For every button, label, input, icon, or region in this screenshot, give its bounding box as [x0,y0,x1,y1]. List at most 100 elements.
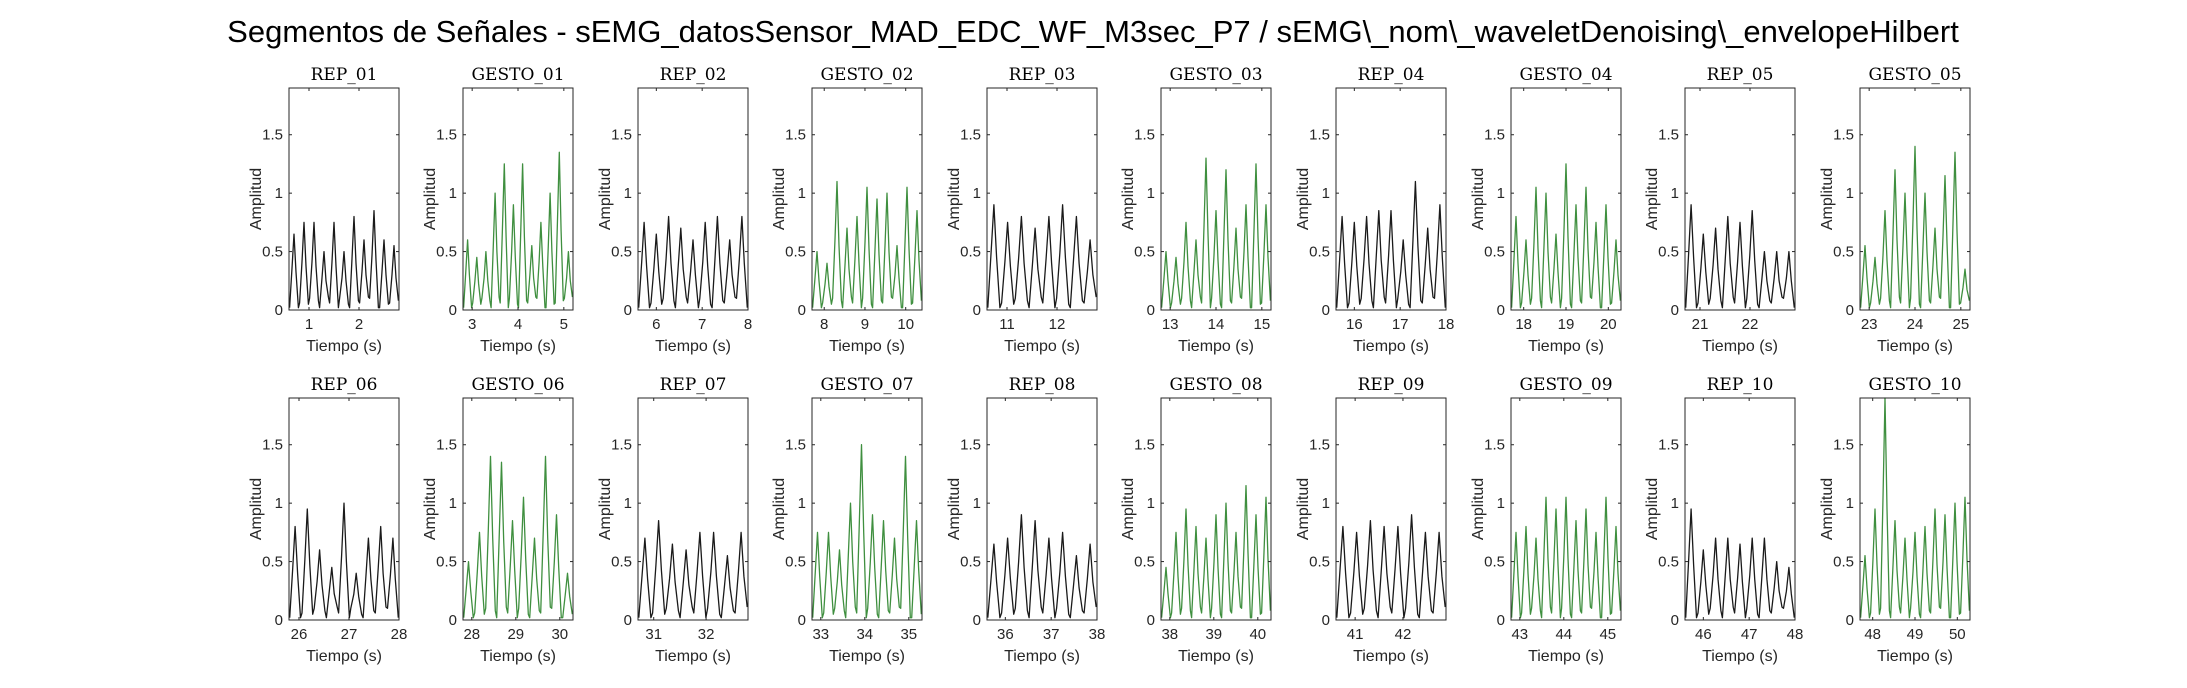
y-tick-label: 0.5 [785,554,806,571]
x-tick-label: 34 [856,626,873,643]
x-tick-label: 10 [897,316,914,333]
x-axis-label: Tiempo (s) [829,648,905,665]
chart-panel: REP_10 0 0.5 1 1.5 46 47 48 Tiempo (s) Amplitud [1644,375,1803,665]
chart-panel: REP_01 0 0.5 1 1.5 1 2 Tiempo (s) Amplitud [248,65,400,355]
signal-line [462,151,574,309]
y-tick-label: 1 [1671,495,1679,512]
y-tick-label: 1 [449,495,457,512]
y-tick-label: 0 [798,302,806,319]
x-tick-label: 7 [698,316,706,333]
x-tick-label: 11 [999,316,1015,333]
y-tick-label: 0 [973,612,981,629]
panel-title: GESTO_09 [1519,375,1612,395]
y-axis-label: Amplitud [1819,478,1836,540]
signal-line [638,215,748,309]
x-tick-label: 20 [1600,316,1617,333]
x-tick-label: 40 [1249,626,1266,643]
x-axis-label: Tiempo (s) [1004,338,1080,355]
signal-line [1336,514,1446,619]
signal-line [1160,484,1272,619]
panel-title: REP_09 [1358,375,1425,395]
chart-panel: GESTO_05 0 0.5 1 1.5 23 24 25 Tiempo (s) Amplitud [1819,65,1971,355]
x-tick-label: 28 [463,626,480,643]
x-axis-label: Tiempo (s) [480,648,556,665]
y-axis-label: Amplitud [1819,168,1836,230]
y-tick-label: 1 [1846,185,1854,202]
y-tick-label: 1.5 [436,437,457,454]
y-tick-label: 0 [275,612,283,629]
y-tick-label: 1 [449,185,457,202]
y-axis-label: Amplitud [1295,478,1312,540]
y-tick-label: 1 [973,185,981,202]
x-tick-label: 44 [1555,626,1572,643]
panel-title: REP_10 [1707,375,1774,395]
y-tick-label: 1.5 [262,437,283,454]
y-axis-label: Amplitud [946,168,963,230]
y-tick-label: 1 [1322,495,1330,512]
signal-line [289,502,399,619]
axes-box [1510,397,1622,621]
x-tick-label: 36 [997,626,1014,643]
panel-title: REP_06 [311,375,378,395]
signal-line [1510,496,1622,619]
y-tick-label: 0 [449,612,457,629]
y-axis-label: Amplitud [1644,168,1661,230]
signal-line [638,520,748,619]
x-axis-label: Tiempo (s) [1877,648,1953,665]
x-tick-label: 26 [291,626,308,643]
signal-line [1685,508,1795,619]
x-axis-label: Tiempo (s) [1004,648,1080,665]
y-tick-label: 0 [275,302,283,319]
signal-line [288,210,400,309]
axes-box [1684,397,1796,621]
y-axis-label: Amplitud [1120,168,1137,230]
x-tick-label: 28 [391,626,408,643]
x-tick-label: 23 [1861,316,1878,333]
y-tick-label: 1.5 [1658,127,1679,144]
panel-title: GESTO_04 [1519,65,1612,85]
axes-box [1859,397,1971,621]
y-tick-label: 0.5 [436,244,457,261]
x-tick-label: 9 [861,316,869,333]
signal-line [463,455,573,619]
y-tick-label: 1 [1846,495,1854,512]
panel-title: REP_04 [1358,65,1425,85]
x-tick-label: 15 [1253,316,1270,333]
panel-title: GESTO_10 [1868,375,1961,395]
x-tick-label: 8 [744,316,752,333]
y-tick-label: 1.5 [262,127,283,144]
y-tick-label: 0 [449,302,457,319]
y-tick-label: 0.5 [1658,554,1679,571]
x-tick-label: 5 [560,316,568,333]
y-tick-label: 1.5 [1484,437,1505,454]
signal-line [987,514,1097,619]
chart-panel: GESTO_09 0 0.5 1 1.5 43 44 45 Tiempo (s) Amplitud [1470,375,1622,665]
y-tick-label: 0.5 [960,554,981,571]
signal-line [1510,163,1622,309]
y-tick-label: 1.5 [436,127,457,144]
x-tick-label: 47 [1741,626,1758,643]
x-tick-label: 39 [1205,626,1222,643]
y-tick-label: 0.5 [262,244,283,261]
axes-box [637,87,749,311]
y-tick-label: 0.5 [960,244,981,261]
chart-panel: GESTO_08 0 0.5 1 1.5 38 39 40 Tiempo (s) Amplitud [1120,375,1272,665]
x-tick-label: 14 [1208,316,1225,333]
x-tick-label: 33 [812,626,829,643]
panel-title: GESTO_08 [1169,375,1262,395]
chart-panel: REP_02 0 0.5 1 1.5 6 7 8 Tiempo (s) Amplitud [597,65,752,355]
x-tick-label: 19 [1558,316,1575,333]
y-tick-label: 1 [624,185,632,202]
y-axis-label: Amplitud [1120,478,1137,540]
panel-title: GESTO_01 [471,65,564,85]
panel-title: REP_03 [1009,65,1076,85]
y-tick-label: 1 [798,495,806,512]
x-axis-label: Tiempo (s) [306,648,382,665]
y-tick-label: 0.5 [1309,554,1330,571]
x-axis-label: Tiempo (s) [1353,648,1429,665]
x-tick-label: 13 [1162,316,1179,333]
y-axis-label: Amplitud [946,478,963,540]
y-tick-label: 0.5 [262,554,283,571]
y-tick-label: 1.5 [960,127,981,144]
